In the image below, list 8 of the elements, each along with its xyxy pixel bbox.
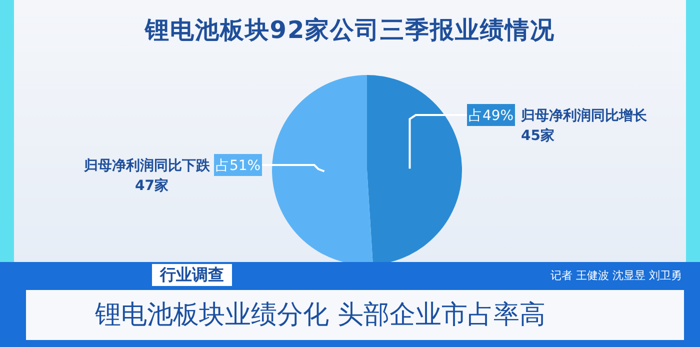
text: 行业调查 <box>152 264 232 286</box>
text: 锂电池板块业绩分化 头部企业市占率高 <box>95 299 546 332</box>
chart-title: 锂电池板块92家公司三季报业绩情况 <box>143 15 556 46</box>
text: 记者 王健波 沈显昱 刘卫勇 <box>550 268 682 284</box>
data-label: 占51% <box>215 158 261 174</box>
data-label: 占49% <box>468 108 514 124</box>
legend-label: 归母净利润同比增长 45家 <box>520 107 648 144</box>
slice-label: 归母净利润同比下跌 47家 <box>83 157 211 194</box>
